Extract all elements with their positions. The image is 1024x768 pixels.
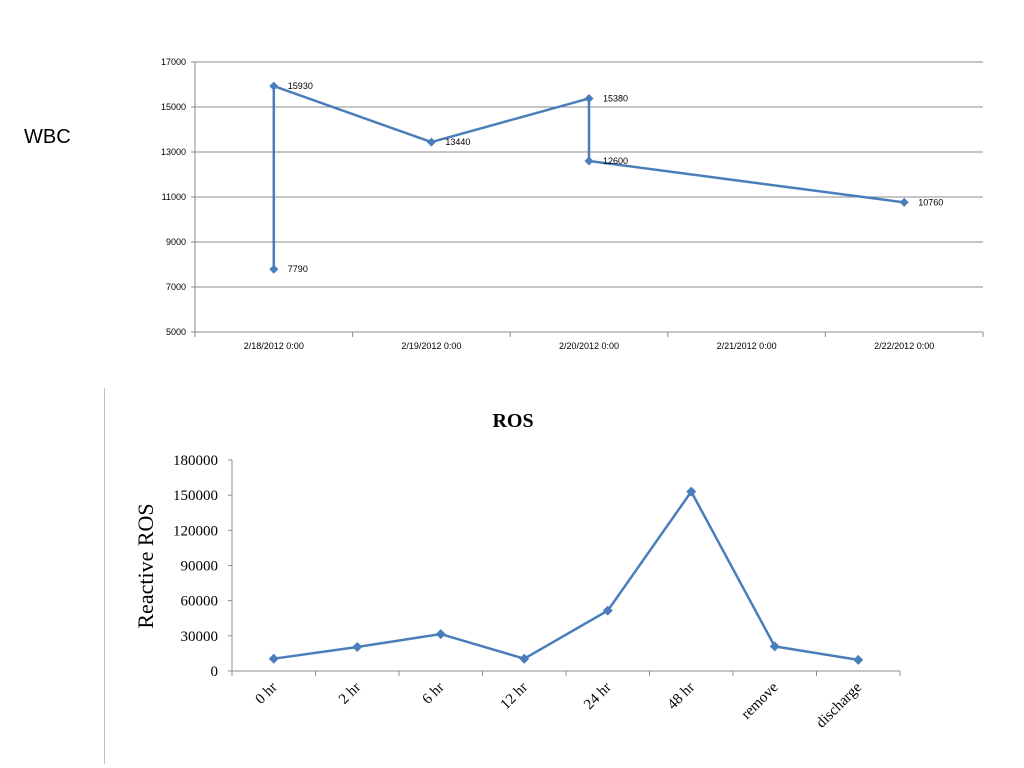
ros-x-tick-label: 0 hr xyxy=(252,680,280,708)
wbc-side-label: WBC xyxy=(24,126,71,148)
wbc-data-point xyxy=(269,81,279,91)
wbc-data-point xyxy=(426,137,436,147)
ros-x-tick-label: discharge xyxy=(813,679,865,731)
ros-x-tick-label: 12 hr xyxy=(498,680,531,713)
ros-data-point xyxy=(352,641,363,652)
wbc-data-label: 15930 xyxy=(288,81,313,91)
ros-data-point xyxy=(519,653,530,664)
wbc-data-label: 13440 xyxy=(445,137,470,147)
ros-data-point xyxy=(268,653,279,664)
ros-y-axis-label: Reactive ROS xyxy=(133,503,158,628)
wbc-x-tick-label: 2/20/2012 0:00 xyxy=(559,341,619,351)
ros-data-point xyxy=(853,654,864,665)
wbc-axes xyxy=(191,61,984,337)
ros-y-tick-label: 120000 xyxy=(173,523,218,539)
ros-chart: ROS Reactive ROS 180000 150000 120000 90000… xyxy=(133,410,901,731)
wbc-data-point xyxy=(584,93,594,103)
ros-y-tick-labels: 180000 150000 120000 90000 60000 30000 0 xyxy=(173,453,218,680)
wbc-x-tick-labels: 2/18/2012 0:00 2/19/2012 0:00 2/20/2012 0:… xyxy=(244,341,934,351)
ros-y-tick-label: 90000 xyxy=(181,559,219,575)
ros-y-tick-label: 60000 xyxy=(181,594,219,610)
ros-y-tick-label: 30000 xyxy=(181,629,219,645)
ros-axes xyxy=(228,459,901,676)
wbc-data-point xyxy=(584,156,594,166)
wbc-x-tick-label: 2/18/2012 0:00 xyxy=(244,341,304,351)
wbc-y-tick-label: 17000 xyxy=(161,57,186,67)
wbc-data-label: 15380 xyxy=(603,93,628,103)
wbc-chart: 17000 15000 13000 11000 9000 7000 5000 2/18/20… xyxy=(161,57,984,351)
wbc-data-point xyxy=(269,264,279,274)
ros-series xyxy=(268,486,864,665)
wbc-x-tick-label: 2/22/2012 0:00 xyxy=(874,341,934,351)
ros-x-tick-labels: 0 hr 2 hr 6 hr 12 hr 24 hr 48 hr remove dischar… xyxy=(252,679,865,731)
ros-data-point xyxy=(686,486,697,497)
wbc-y-tick-label: 15000 xyxy=(161,102,186,112)
wbc-data-point xyxy=(899,197,909,207)
wbc-data-label: 12600 xyxy=(603,156,628,166)
vertical-divider xyxy=(104,388,105,764)
wbc-series xyxy=(269,81,909,274)
ros-x-tick-label: 48 hr xyxy=(665,680,698,713)
ros-data-point xyxy=(602,605,613,616)
wbc-x-tick-label: 2/19/2012 0:00 xyxy=(401,341,461,351)
wbc-series-line xyxy=(272,84,905,270)
wbc-y-tick-label: 13000 xyxy=(161,147,186,157)
ros-data-point xyxy=(769,641,780,652)
wbc-y-tick-label: 9000 xyxy=(166,237,186,247)
ros-data-point xyxy=(435,629,446,640)
wbc-y-tick-label: 7000 xyxy=(166,282,186,292)
ros-chart-title: ROS xyxy=(492,410,533,432)
ros-series-line xyxy=(273,490,859,662)
wbc-x-tick-label: 2/21/2012 0:00 xyxy=(717,341,777,351)
wbc-y-tick-label: 11000 xyxy=(162,192,186,202)
ros-x-tick-label: 24 hr xyxy=(581,680,614,713)
ros-y-tick-label: 0 xyxy=(211,664,219,680)
ros-x-tick-label: 2 hr xyxy=(336,680,364,708)
wbc-y-tick-label: 5000 xyxy=(166,327,186,337)
ros-x-tick-label: remove xyxy=(738,679,781,722)
wbc-data-labels: 7790 15930 13440 15380 12600 10760 xyxy=(288,81,943,274)
wbc-y-tick-labels: 17000 15000 13000 11000 9000 7000 5000 xyxy=(161,57,186,337)
ros-x-tick-label: 6 hr xyxy=(419,680,447,708)
wbc-data-label: 7790 xyxy=(288,264,308,274)
ros-y-tick-label: 150000 xyxy=(173,488,218,504)
ros-y-tick-label: 180000 xyxy=(173,453,218,469)
wbc-data-label: 10760 xyxy=(918,197,943,207)
